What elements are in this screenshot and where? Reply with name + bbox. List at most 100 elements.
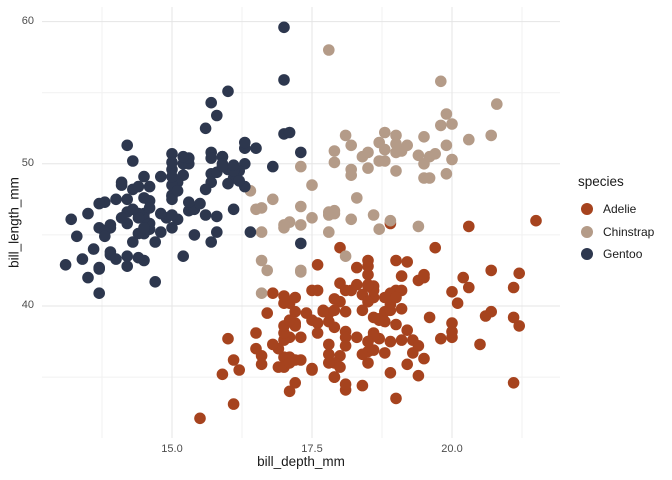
data-point: [65, 213, 77, 226]
data-point: [250, 342, 262, 355]
data-point: [362, 162, 374, 174]
data-point: [283, 126, 296, 139]
data-point: [463, 220, 475, 233]
data-point: [356, 348, 369, 361]
data-point: [362, 278, 374, 291]
data-point: [451, 297, 464, 310]
data-point: [323, 348, 335, 361]
data-point: [166, 170, 178, 183]
data-point: [166, 193, 178, 206]
data-point: [446, 153, 458, 166]
data-point: [222, 332, 234, 345]
data-point: [132, 212, 145, 224]
data-point: [530, 214, 542, 227]
data-point: [401, 324, 414, 337]
legend-label-adelie: Adelie: [603, 202, 637, 217]
data-point: [227, 159, 240, 171]
data-point: [390, 254, 402, 267]
data-point: [373, 155, 386, 167]
data-point: [351, 192, 363, 204]
data-point: [283, 385, 296, 398]
data-point: [239, 136, 251, 149]
data-point: [199, 209, 212, 221]
data-point: [339, 378, 352, 391]
data-point: [513, 320, 525, 332]
data-point: [334, 361, 346, 373]
data-point: [149, 276, 161, 288]
data-point: [418, 352, 430, 365]
data-point: [390, 138, 402, 150]
data-point: [339, 340, 352, 352]
legend-item-adelie: Adelie: [578, 198, 654, 221]
legend-title: species: [578, 174, 624, 189]
data-point: [155, 207, 167, 220]
data-point: [127, 236, 139, 248]
data-point: [412, 220, 425, 233]
data-point: [507, 281, 520, 294]
data-point: [323, 44, 335, 56]
data-point: [87, 243, 100, 255]
data-point: [491, 98, 503, 110]
data-point: [267, 160, 279, 173]
data-point: [289, 377, 302, 389]
data-point: [362, 295, 374, 308]
data-point: [177, 250, 189, 262]
data-point: [339, 250, 352, 262]
data-point: [328, 304, 341, 317]
data-point: [143, 202, 156, 214]
data-point: [390, 291, 402, 304]
y-tick-40: 40: [21, 299, 34, 311]
data-point: [390, 318, 402, 331]
data-point: [205, 236, 217, 248]
data-point: [166, 148, 178, 160]
data-point: [166, 222, 178, 234]
data-point: [401, 358, 414, 371]
data-point: [395, 270, 408, 282]
data-point: [395, 303, 408, 315]
data-point: [205, 96, 217, 109]
data-point: [345, 213, 358, 226]
data-point: [177, 150, 189, 163]
data-point: [311, 259, 324, 271]
data-point: [211, 210, 223, 223]
data-point: [250, 327, 262, 339]
legend-item-chinstrap: Chinstrap: [578, 221, 654, 244]
data-point: [267, 287, 279, 300]
data-point: [463, 281, 475, 294]
data-point: [166, 156, 178, 169]
data-point: [295, 237, 307, 250]
data-point: [395, 334, 408, 346]
data-point: [412, 149, 425, 162]
data-point: [132, 251, 145, 264]
data-point: [171, 185, 184, 197]
data-point: [295, 146, 307, 159]
legend: species Adelie Chinstrap Gentoo: [578, 174, 654, 266]
y-axis-title: bill_length_mm: [6, 177, 22, 268]
data-point: [115, 179, 128, 191]
data-point: [121, 193, 133, 206]
data-point: [194, 197, 206, 210]
data-point: [278, 219, 290, 231]
data-point: [110, 193, 122, 206]
data-point: [138, 222, 150, 234]
data-point: [345, 139, 358, 152]
data-point: [463, 133, 475, 146]
data-point: [82, 207, 94, 220]
data-point: [227, 398, 240, 410]
data-point: [429, 241, 442, 254]
data-point: [121, 139, 133, 152]
data-point: [423, 172, 436, 184]
data-point: [367, 311, 380, 324]
data-point: [379, 347, 391, 359]
data-point: [143, 180, 156, 193]
data-point: [328, 321, 341, 334]
data-point: [115, 212, 128, 224]
data-point: [435, 119, 447, 132]
data-point: [339, 305, 352, 318]
data-point: [384, 335, 397, 348]
data-point: [356, 379, 369, 392]
data-point: [205, 152, 217, 164]
data-point: [339, 331, 352, 344]
